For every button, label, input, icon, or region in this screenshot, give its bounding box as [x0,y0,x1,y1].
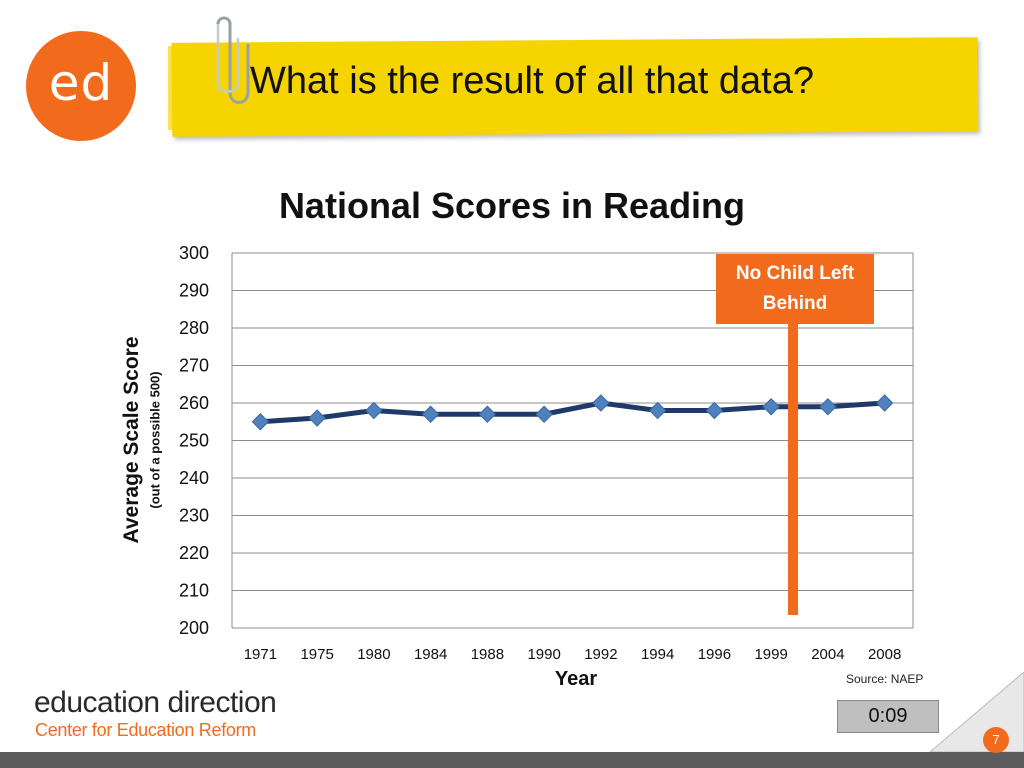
y-tick-label: 260 [179,393,209,413]
data-point [535,405,553,423]
data-point [762,398,780,416]
x-tick-label: 1975 [300,646,333,663]
x-tick-label: 1999 [754,646,787,663]
x-tick-label: 1984 [414,646,447,663]
y-axis-label: Average Scale Score [120,336,143,544]
x-tick-label: 1980 [357,646,390,663]
data-point [251,413,270,431]
x-tick-label: 1990 [527,646,560,663]
data-point [421,405,440,423]
brand-subtitle: Center for Education Reform [35,720,257,740]
y-axis-sublabel: (out of a possible 500) [147,371,163,509]
nclb-annotation-line2: Behind [762,293,828,314]
data-point [648,401,667,420]
chart-title: National Scores in Reading [278,185,746,226]
timer-display: 0:09 [837,700,939,733]
slide-title: What is the result of all that data? [250,60,814,102]
x-tick-label: 1994 [641,646,674,663]
x-tick-label: 1988 [471,646,504,663]
y-tick-label: 200 [179,618,209,638]
x-tick-label: 1992 [584,646,617,663]
y-tick-label: 230 [179,506,209,526]
y-tick-label: 270 [179,356,209,376]
data-point [875,394,894,412]
nclb-marker-line [788,324,798,615]
series-line [260,400,885,425]
y-tick-label: 240 [179,468,209,488]
source-note: Source: NAEP [846,672,924,686]
y-tick-label: 220 [179,543,209,563]
y-tick-label: 300 [179,243,209,263]
data-point [365,401,383,420]
y-tick-label: 210 [179,581,209,601]
paperclip-icon [216,16,250,104]
x-axis-label: Year [554,668,598,690]
nclb-annotation: No Child Left Behind [716,254,874,324]
page-curl-decoration [930,672,1024,752]
brand-name: education direction [34,686,277,719]
page-number: 7 [983,727,1009,753]
data-point [308,409,326,427]
data-point [705,401,724,420]
ed-logo: ed [26,31,136,141]
data-point [478,405,497,423]
x-tick-label: 1996 [698,646,731,663]
data-point [592,394,610,412]
y-tick-label: 280 [179,318,209,338]
y-tick-label: 250 [179,431,209,451]
x-tick-label: 1971 [244,646,277,663]
data-point [819,398,837,416]
y-tick-label: 290 [179,281,209,301]
x-tick-label: 2008 [868,646,901,663]
slide-footer-bar [0,752,1024,768]
x-tick-label: 2004 [811,646,844,663]
nclb-annotation-line1: No Child Left [735,263,855,284]
